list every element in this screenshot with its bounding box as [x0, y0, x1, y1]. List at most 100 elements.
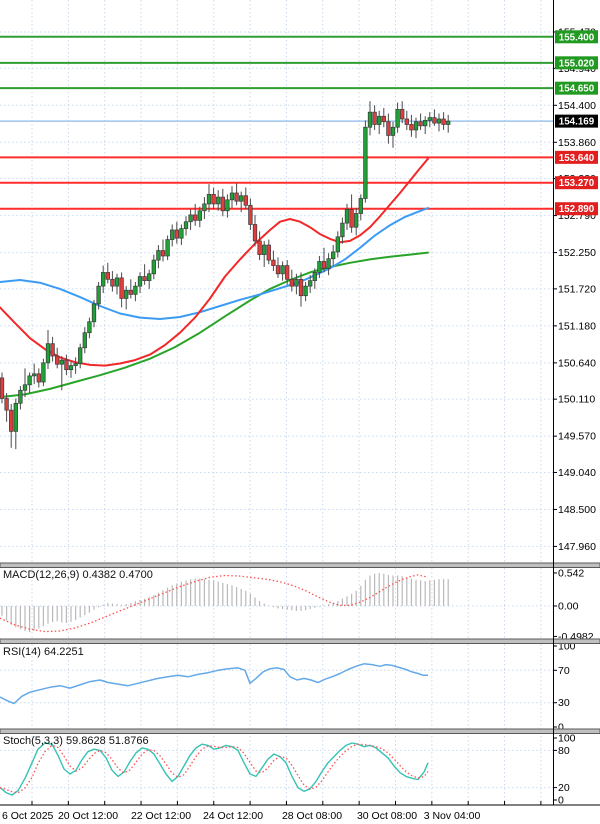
- time-axis-label: 30 Oct 08:00: [357, 810, 417, 822]
- candle-bearish: [418, 121, 423, 127]
- candle-bullish: [59, 359, 64, 365]
- rsi-indicator-label: RSI(14) 64.2251: [3, 646, 84, 658]
- candle-bullish: [262, 244, 267, 255]
- support-price-badge: [555, 150, 598, 164]
- candle-bullish: [151, 259, 156, 275]
- macd-signal-line: [0, 574, 429, 633]
- candle-bullish: [225, 199, 230, 212]
- panel-separator[interactable]: [0, 638, 600, 644]
- macd-tick-label: 0.542: [558, 567, 584, 579]
- current-price-badge-text: 154.169: [559, 117, 595, 128]
- candle-bearish: [289, 278, 294, 287]
- candle-bullish: [197, 210, 202, 221]
- stoch-tick-label: 80: [558, 745, 570, 757]
- candle-bullish: [27, 375, 32, 386]
- candle-bullish: [340, 222, 345, 238]
- price-tick-label: 147.960: [558, 541, 596, 553]
- candle-bullish: [303, 285, 308, 297]
- resistance-price-badge: [555, 81, 598, 95]
- candle-bullish: [13, 402, 18, 432]
- candle-bearish: [275, 265, 281, 275]
- candle-bullish: [423, 120, 428, 127]
- candle-bearish: [321, 261, 327, 269]
- candle-bullish: [188, 214, 193, 223]
- candle-bullish: [354, 213, 359, 228]
- candle-bearish: [441, 118, 446, 125]
- candle-bearish: [110, 278, 115, 287]
- candle-bullish: [395, 109, 400, 128]
- candle-bullish: [41, 362, 46, 383]
- candle-bullish: [446, 120, 451, 125]
- candle-bullish: [22, 384, 28, 391]
- rsi-tick-label: 0: [558, 722, 564, 734]
- candle-bearish: [193, 214, 198, 221]
- candle-bullish: [206, 193, 212, 205]
- candle-bullish: [427, 117, 432, 121]
- candle-bullish: [312, 272, 317, 282]
- candle-bullish: [390, 126, 396, 136]
- candle-bullish: [18, 389, 23, 404]
- candle-bullish: [308, 280, 313, 287]
- candle-bullish: [124, 289, 129, 299]
- stoch-indicator-label: Stoch(5,3,3) 59.8628 51.8766: [3, 735, 149, 747]
- candle-bearish: [128, 289, 133, 295]
- candle-bullish: [147, 273, 152, 282]
- candle-bearish: [271, 259, 276, 266]
- candle-bullish: [87, 321, 92, 334]
- candle-bullish: [280, 265, 285, 275]
- ma-green-slow: [0, 251, 429, 399]
- price-tick-label: 149.570: [558, 431, 596, 443]
- candle-bullish: [68, 365, 74, 371]
- panel-separator[interactable]: [0, 728, 600, 734]
- candle-bearish: [105, 272, 110, 280]
- candle-bullish: [229, 192, 235, 201]
- price-tick-label: 148.500: [558, 504, 596, 516]
- candle-bearish: [64, 359, 69, 371]
- support-price-badge-text: 153.640: [559, 153, 595, 164]
- candle-bearish: [386, 121, 391, 136]
- candle-bearish: [409, 124, 414, 131]
- panel-separator[interactable]: [0, 562, 600, 568]
- current-price-badge: [555, 114, 598, 128]
- candle-bearish: [9, 409, 14, 432]
- candle-bearish: [174, 229, 179, 239]
- candle-bearish: [0, 377, 5, 399]
- candle-bullish: [78, 347, 83, 364]
- candle-bullish: [367, 111, 373, 128]
- resistance-price-badge: [555, 30, 598, 44]
- candle-bullish: [363, 126, 368, 199]
- support-price-badge: [555, 202, 598, 216]
- candle-bullish: [73, 363, 78, 366]
- candle-bullish: [45, 343, 51, 364]
- candle-bearish: [142, 276, 147, 282]
- candle-bullish: [96, 285, 101, 305]
- stoch-k-line: [0, 742, 429, 796]
- candle-bullish: [377, 115, 382, 125]
- macd-tick-label: 0.00: [558, 601, 579, 613]
- rsi-line: [0, 663, 428, 705]
- support-price-badge-text: 152.890: [559, 204, 595, 215]
- time-axis-label: 22 Oct 12:00: [131, 810, 191, 822]
- candle-bullish: [179, 228, 184, 239]
- resistance-price-badge: [555, 56, 598, 70]
- candle-bearish: [211, 193, 216, 205]
- price-tick-label: 151.720: [558, 283, 596, 295]
- candle-bearish: [248, 204, 253, 225]
- candle-bullish: [170, 229, 175, 240]
- price-tick-label: 153.860: [558, 137, 596, 149]
- candle-bearish: [119, 277, 124, 299]
- candle-bullish: [436, 118, 442, 124]
- time-axis-label: 6 Oct 2025: [2, 810, 54, 822]
- candle-bearish: [266, 244, 271, 261]
- ma-blue-medium: [0, 207, 429, 320]
- price-tick-label: 154.400: [558, 100, 596, 112]
- candle-bullish: [101, 272, 106, 287]
- candle-bullish: [82, 332, 87, 349]
- time-axis-label: 28 Oct 08:00: [282, 810, 342, 822]
- candle-bullish: [344, 209, 350, 224]
- candle-bearish: [220, 196, 225, 212]
- candle-bearish: [160, 250, 166, 257]
- candle-bearish: [252, 224, 258, 242]
